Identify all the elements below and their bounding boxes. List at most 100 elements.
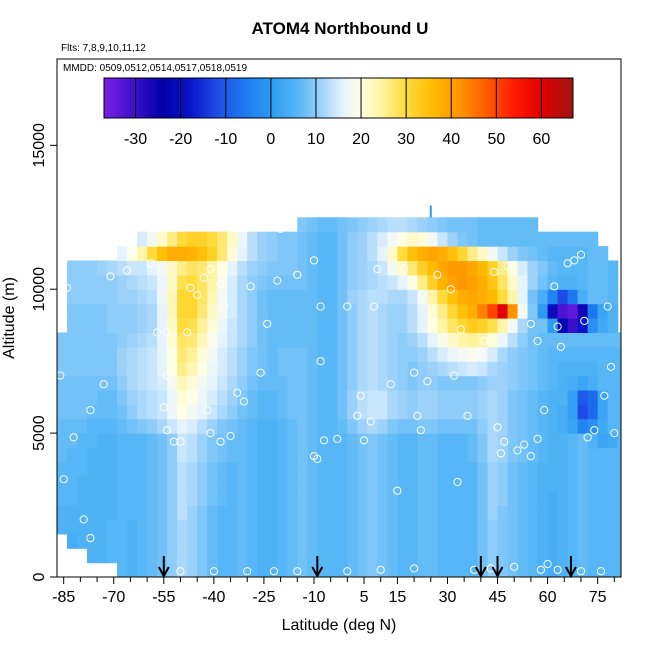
- heatmap-cell: [107, 433, 118, 449]
- heatmap-cell: [557, 303, 569, 319]
- heatmap-cell: [257, 548, 268, 564]
- heatmap-cell: [617, 433, 621, 449]
- heatmap-cell: [457, 318, 469, 333]
- observation-point: [316, 302, 325, 311]
- heatmap-cell: [227, 519, 238, 535]
- heatmap-cell: [267, 332, 278, 348]
- heatmap-cell: [307, 505, 318, 521]
- heatmap-cell: [387, 433, 398, 449]
- heatmap-cell: [427, 433, 439, 449]
- heatmap-cell: [407, 289, 419, 305]
- heatmap-cell: [247, 519, 258, 535]
- observation-point: [513, 446, 522, 455]
- heatmap-cell: [187, 231, 198, 247]
- observation-point: [293, 567, 302, 576]
- heatmap-cell: [277, 519, 288, 535]
- heatmap-cell: [447, 332, 459, 348]
- heatmap-cell: [217, 433, 228, 449]
- heatmap-cell: [587, 231, 599, 247]
- heatmap-cell: [377, 289, 388, 305]
- heatmap-cell: [87, 490, 98, 506]
- observation-point: [563, 259, 572, 268]
- heatmap-cell: [167, 533, 178, 549]
- heatmap-cell: [367, 476, 378, 492]
- heatmap-cell: [347, 231, 358, 247]
- heatmap-cell: [77, 505, 88, 521]
- heatmap-cell: [577, 476, 589, 492]
- heatmap-cell: [447, 562, 459, 577]
- observation-point: [606, 362, 616, 371]
- observation-point: [576, 567, 586, 576]
- heatmap-cell: [517, 231, 529, 247]
- heatmap-cell: [267, 246, 278, 262]
- heatmap-cell: [527, 461, 539, 477]
- heatmap-cell: [487, 303, 499, 319]
- heatmap-cell: [307, 433, 318, 449]
- heatmap-cell: [367, 346, 378, 362]
- heatmap-cell: [307, 217, 318, 233]
- heatmap-cell: [387, 476, 398, 492]
- observation-point: [423, 377, 432, 386]
- observation-point: [269, 567, 278, 576]
- observation-point: [62, 283, 72, 292]
- heatmap-cell: [247, 418, 258, 434]
- heatmap-cell: [67, 476, 78, 492]
- heatmap-cell: [457, 533, 469, 549]
- observation-point: [433, 270, 442, 279]
- heatmap-cell: [267, 548, 278, 564]
- x-tick-label: 15: [389, 589, 407, 606]
- observation-point: [256, 368, 265, 377]
- heatmap-cell: [157, 289, 168, 305]
- heatmap-cell: [87, 346, 98, 362]
- heatmap-cell: [547, 476, 559, 492]
- heatmap-cell: [277, 562, 288, 577]
- heatmap-cell: [497, 361, 509, 377]
- heatmap-cell: [227, 375, 238, 391]
- heatmap-cell: [628, 476, 639, 491]
- heatmap-cell: [407, 418, 419, 434]
- heatmap-cell: [287, 289, 298, 305]
- heatmap-cell: [127, 461, 138, 477]
- observation-point: [343, 567, 352, 576]
- heatmap-cell: [557, 318, 569, 333]
- heatmap-cell: [357, 318, 368, 333]
- heatmap-cell: [147, 404, 158, 420]
- heatmap-cell: [497, 519, 509, 535]
- heatmap-cell: [397, 505, 409, 521]
- heatmap-cell: [147, 505, 158, 521]
- heatmap-cell: [117, 562, 128, 577]
- heatmap-cell: [507, 461, 519, 477]
- heatmap-cell: [517, 418, 529, 434]
- heatmap-cell: [317, 461, 328, 477]
- heatmap-cell: [417, 433, 429, 449]
- heatmap-cell: [367, 447, 378, 463]
- heatmap-cell: [397, 260, 409, 276]
- heatmap-cell: [487, 346, 499, 362]
- heatmap-cell: [367, 318, 378, 333]
- heatmap-cell: [587, 418, 599, 434]
- heatmap-cell: [207, 404, 218, 420]
- heatmap-cell: [628, 347, 639, 362]
- heatmap-cell: [487, 533, 499, 549]
- y-tick-label: 15000: [31, 123, 48, 168]
- heatmap-cell: [547, 303, 559, 319]
- heatmap-cell: [137, 476, 148, 492]
- heatmap-cell: [347, 447, 358, 463]
- heatmap-cell: [417, 217, 429, 233]
- heatmap-cell: [407, 332, 419, 348]
- heatmap-cell: [597, 476, 609, 492]
- heatmap-cell: [297, 303, 308, 319]
- heatmap-cell: [267, 346, 278, 362]
- heatmap-cell: [587, 433, 599, 449]
- heatmap-cell: [557, 548, 569, 564]
- observation-point: [446, 285, 455, 294]
- heatmap-cell: [457, 461, 469, 477]
- heatmap-cell: [327, 289, 338, 305]
- heatmap-cell: [407, 490, 419, 506]
- heatmap-cell: [427, 548, 439, 564]
- heatmap-cell: [187, 433, 198, 449]
- observation-point: [476, 348, 485, 357]
- heatmap-cell: [287, 461, 298, 477]
- heatmap-cell: [547, 548, 559, 564]
- heatmap-cell: [137, 332, 148, 348]
